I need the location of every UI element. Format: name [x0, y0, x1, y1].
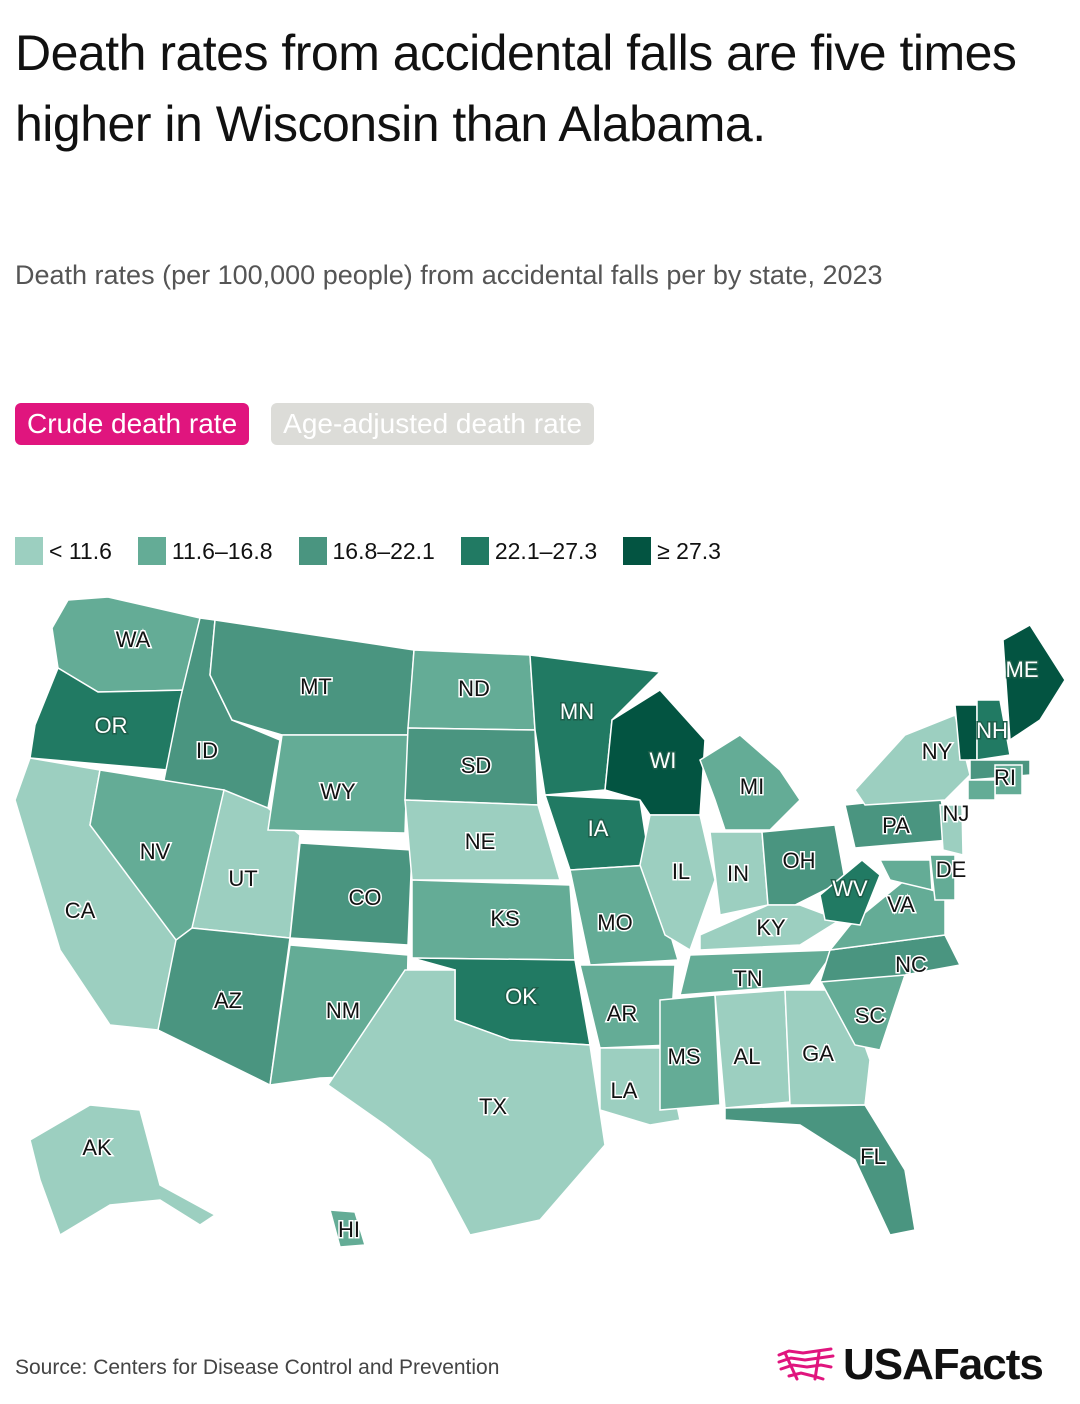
state-label-tn: TN [733, 966, 762, 991]
state-label-pa: PA [882, 813, 910, 838]
state-ne[interactable] [404, 799, 562, 881]
state-label-al: AL [734, 1044, 761, 1069]
state-label-ak: AK [82, 1135, 112, 1160]
state-label-nv: NV [140, 839, 171, 864]
state-label-me: ME [1006, 657, 1039, 682]
state-label-mo: MO [597, 910, 632, 935]
state-tn[interactable] [679, 949, 837, 996]
state-label-ga: GA [802, 1041, 834, 1066]
state-label-co: CO [349, 885, 382, 910]
state-tx[interactable] [326, 969, 606, 1236]
legend-label: 11.6–16.8 [171, 537, 273, 564]
state-co[interactable] [289, 842, 413, 946]
state-label-wy: WY [320, 779, 356, 804]
state-label-nm: NM [326, 998, 360, 1023]
legend-item: 11.6–16.8 [137, 537, 273, 565]
state-va[interactable] [828, 879, 946, 951]
legend-item: 22.1–27.3 [460, 537, 598, 565]
state-label-va: VA [887, 892, 915, 917]
tab-age-adjusted-death-rate[interactable]: Age-adjusted death rate [271, 403, 595, 445]
logo-text: USAFacts [843, 1340, 1044, 1389]
state-wy[interactable] [267, 734, 409, 834]
state-label-nh: NH [976, 718, 1008, 743]
state-label-ri: RI [994, 765, 1016, 790]
state-wv[interactable] [819, 859, 881, 926]
state-label-ks: KS [490, 906, 519, 931]
source-note: Source: Centers for Disease Control and … [15, 1356, 500, 1379]
state-label-hi: HI [338, 1217, 360, 1242]
state-hi[interactable] [328, 1209, 366, 1248]
usafacts-flag-icon [777, 1347, 835, 1381]
state-az[interactable] [157, 927, 291, 1087]
legend-label: < 11.6 [49, 537, 112, 564]
state-label-in: IN [727, 861, 749, 886]
state-ny[interactable] [854, 713, 971, 806]
state-label-fl: FL [860, 1144, 886, 1169]
state-label-ny: NY [922, 739, 953, 764]
state-label-ia: IA [588, 816, 609, 841]
state-label-de: DE [936, 857, 967, 882]
state-label-mi: MI [740, 774, 764, 799]
metric-tabs: Crude death rate Age-adjusted death rate [15, 403, 595, 445]
state-label-or: OR [95, 713, 128, 738]
legend-label: 22.1–27.3 [494, 537, 598, 564]
state-label-wi: WI [650, 748, 677, 773]
state-ct[interactable] [967, 779, 996, 801]
state-nj[interactable] [939, 804, 964, 856]
state-label-nd: ND [458, 676, 490, 701]
legend-label: 16.8–22.1 [332, 537, 435, 564]
legend: < 11.6 11.6–16.8 16.8–22.1 22.1–27.3 ≥ 2… [15, 537, 721, 565]
chart-subtitle: Death rates (per 100,000 people) from ac… [15, 260, 883, 290]
state-label-la: LA [611, 1078, 638, 1103]
state-label-ne: NE [465, 829, 496, 854]
chart-title: Death rates from accidental falls are fi… [15, 25, 1017, 152]
state-label-ok: OK [505, 984, 537, 1009]
state-label-az: AZ [214, 988, 242, 1013]
state-label-tx: TX [479, 1094, 507, 1119]
state-nh[interactable] [976, 699, 1011, 761]
legend-item: < 11.6 [15, 537, 112, 565]
state-label-oh: OH [783, 848, 816, 873]
us-state-map: WA OR CA ID NV UT AZ MT WY CO NM ND SD NE KS OK TX MN IA MO… [14, 596, 1066, 1248]
state-label-sd: SD [461, 753, 492, 778]
state-ms[interactable] [659, 994, 721, 1111]
state-label-ca: CA [65, 898, 96, 923]
legend-swatch [298, 537, 327, 565]
state-label-nj: NJ [943, 801, 970, 826]
legend-item: 16.8–22.1 [298, 537, 435, 565]
legend-swatch [623, 537, 652, 565]
state-de[interactable] [929, 854, 956, 901]
state-il[interactable] [639, 814, 716, 952]
legend-item: ≥ 27.3 [623, 537, 721, 565]
state-label-ms: MS [668, 1044, 701, 1069]
legend-swatch [15, 537, 43, 565]
state-label-id: ID [196, 738, 218, 763]
tab-crude-death-rate[interactable]: Crude death rate [15, 403, 250, 445]
legend-swatch [460, 537, 489, 565]
state-ak[interactable] [29, 1104, 217, 1237]
state-label-mt: MT [300, 674, 332, 699]
state-label-ar: AR [607, 1001, 638, 1026]
state-label-mn: MN [560, 699, 594, 724]
state-label-nc: NC [895, 952, 927, 977]
state-mi[interactable] [699, 734, 801, 831]
usafacts-logo: USAFacts [775, 1340, 1044, 1390]
state-oh[interactable] [761, 824, 846, 906]
state-label-wa: WA [116, 627, 151, 652]
state-label-ut: UT [228, 866, 257, 891]
state-me[interactable] [1002, 624, 1066, 742]
state-label-wv: WV [832, 876, 868, 901]
state-fl[interactable] [724, 1104, 916, 1236]
state-label-sc: SC [855, 1003, 886, 1028]
legend-label: ≥ 27.3 [657, 537, 721, 564]
state-label-ky: KY [756, 915, 786, 940]
state-label-il: IL [672, 859, 690, 884]
legend-swatch [137, 537, 166, 565]
state-md[interactable] [878, 859, 933, 891]
